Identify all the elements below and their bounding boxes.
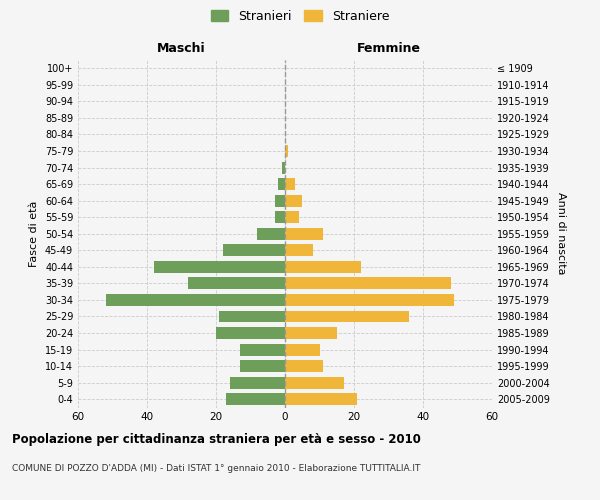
Bar xyxy=(216,327,285,339)
Bar xyxy=(285,394,358,405)
Text: Femmine: Femmine xyxy=(356,42,421,55)
Y-axis label: Fasce di età: Fasce di età xyxy=(29,200,39,267)
Bar xyxy=(230,376,285,388)
Bar xyxy=(275,194,285,206)
Bar xyxy=(188,278,285,289)
Bar xyxy=(285,228,323,239)
Bar xyxy=(285,327,337,339)
Bar xyxy=(240,360,285,372)
Bar xyxy=(285,211,299,223)
Bar xyxy=(106,294,285,306)
Legend: Stranieri, Straniere: Stranieri, Straniere xyxy=(207,6,393,26)
Bar xyxy=(285,178,295,190)
Bar xyxy=(281,162,285,173)
Bar xyxy=(285,310,409,322)
Bar xyxy=(285,376,344,388)
Bar xyxy=(285,294,454,306)
Bar xyxy=(226,394,285,405)
Bar xyxy=(285,145,289,157)
Text: Maschi: Maschi xyxy=(157,42,206,55)
Bar xyxy=(154,261,285,273)
Y-axis label: Anni di nascita: Anni di nascita xyxy=(556,192,566,275)
Bar xyxy=(285,344,320,355)
Bar xyxy=(275,211,285,223)
Text: Popolazione per cittadinanza straniera per età e sesso - 2010: Popolazione per cittadinanza straniera p… xyxy=(12,432,421,446)
Bar xyxy=(240,344,285,355)
Bar xyxy=(257,228,285,239)
Bar xyxy=(285,261,361,273)
Text: COMUNE DI POZZO D'ADDA (MI) - Dati ISTAT 1° gennaio 2010 - Elaborazione TUTTITAL: COMUNE DI POZZO D'ADDA (MI) - Dati ISTAT… xyxy=(12,464,421,473)
Bar xyxy=(285,360,323,372)
Bar xyxy=(285,244,313,256)
Bar xyxy=(223,244,285,256)
Bar xyxy=(220,310,285,322)
Bar xyxy=(285,278,451,289)
Bar xyxy=(278,178,285,190)
Bar xyxy=(285,194,302,206)
